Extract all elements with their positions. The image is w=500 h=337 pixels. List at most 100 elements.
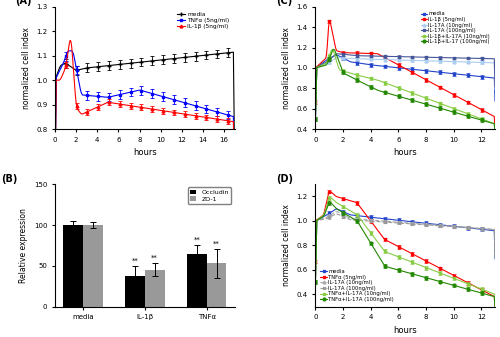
IL-1β+IL-17A (10ng/ml) xyxy=(339,69,345,73)
TNFα (5ng/ml) xyxy=(388,241,394,245)
IL-17A (10ng/ml) xyxy=(492,88,498,92)
TNFα (5ng/ml) xyxy=(232,198,237,202)
Legend: Occludin, ZO-1: Occludin, ZO-1 xyxy=(188,187,232,204)
IL-17A (100ng/ml) xyxy=(458,225,464,229)
IL-1β (5ng/ml) xyxy=(388,59,394,63)
IL-1β+IL-17A (10ng/ml) xyxy=(312,117,318,121)
IL-17A (10ng/ml) xyxy=(334,210,340,214)
media xyxy=(339,55,345,59)
IL-1β (5ng/ml) xyxy=(327,19,333,23)
Legend: media, IL-1β (5ng/ml), IL-17A (10ng/ml), IL-17A (100ng/ml), IL-1β+IL-17A (10ng/m: media, IL-1β (5ng/ml), IL-17A (10ng/ml),… xyxy=(418,9,492,46)
X-axis label: hours: hours xyxy=(394,326,417,335)
media xyxy=(458,72,464,76)
X-axis label: hours: hours xyxy=(133,148,156,157)
IL-1β (5ng/ml) xyxy=(458,97,464,101)
IL-1β (5ng/ml) xyxy=(492,132,498,136)
IL-1β+IL-17A (10ng/ml) xyxy=(492,133,498,137)
TNFα+IL-17A (10ng/ml) xyxy=(388,252,394,256)
media xyxy=(484,228,490,232)
TNFα+IL-17A (100ng/ml) xyxy=(492,306,498,310)
media xyxy=(159,58,165,62)
IL-17A (10ng/ml) xyxy=(388,220,394,224)
X-axis label: hours: hours xyxy=(394,148,417,157)
Bar xyxy=(63,225,83,307)
TNFα (5ng/ml) xyxy=(458,277,464,281)
TNFα+IL-17A (10ng/ml) xyxy=(458,279,464,283)
IL-1β (5ng/ml) xyxy=(339,50,345,54)
TNFα (5ng/ml) xyxy=(162,95,168,99)
media xyxy=(492,257,498,261)
Bar xyxy=(145,270,165,307)
Text: **: ** xyxy=(194,237,200,243)
IL-1β+IL-17 (100ng/ml) xyxy=(484,120,490,124)
IL-1β+IL-17 (100ng/ml) xyxy=(388,92,394,96)
IL-17A (100ng/ml) xyxy=(334,52,340,56)
Line: IL-1β+IL-17 (100ng/ml): IL-1β+IL-17 (100ng/ml) xyxy=(314,48,496,137)
TNFα (5ng/ml) xyxy=(312,259,318,264)
IL-17A (100ng/ml) xyxy=(312,117,318,121)
TNFα+IL-17A (10ng/ml) xyxy=(334,201,340,205)
IL-17A (100ng/ml) xyxy=(388,220,394,224)
IL-17A (100ng/ml) xyxy=(388,220,394,224)
IL-17A (100ng/ml) xyxy=(388,55,394,59)
IL-17A (100ng/ml) xyxy=(484,227,490,231)
IL-1β+IL-17 (100ng/ml) xyxy=(330,47,336,51)
IL-1β+IL-17A (10ng/ml) xyxy=(484,119,490,123)
TNFα+IL-17A (100ng/ml) xyxy=(388,266,394,270)
media xyxy=(334,207,340,211)
TNFα+IL-17A (10ng/ml) xyxy=(312,280,318,284)
media xyxy=(333,53,339,57)
IL-17A (10ng/ml) xyxy=(339,56,345,60)
Line: TNFα+IL-17A (10ng/ml): TNFα+IL-17A (10ng/ml) xyxy=(314,196,496,308)
TNFα+IL-17A (100ng/ml) xyxy=(339,210,345,214)
media xyxy=(232,159,237,163)
Line: IL-17A (10ng/ml): IL-17A (10ng/ml) xyxy=(314,210,496,283)
TNFα (5ng/ml) xyxy=(159,94,165,98)
IL-1β (5ng/ml) xyxy=(67,38,73,42)
IL-17A (10ng/ml) xyxy=(312,280,318,284)
media xyxy=(52,175,58,179)
media xyxy=(484,75,490,79)
Line: TNFα (5ng/ml): TNFα (5ng/ml) xyxy=(54,50,236,202)
IL-17A (10ng/ml) xyxy=(388,220,394,224)
Line: IL-17A (10ng/ml): IL-17A (10ng/ml) xyxy=(314,56,496,120)
Line: media: media xyxy=(314,208,496,283)
media xyxy=(334,207,340,211)
IL-17A (100ng/ml) xyxy=(484,57,490,61)
IL-1β (5ng/ml) xyxy=(162,109,168,113)
Text: (B): (B) xyxy=(1,174,18,184)
Text: **: ** xyxy=(152,255,158,261)
Text: (C): (C) xyxy=(276,0,292,6)
TNFα+IL-17A (100ng/ml) xyxy=(327,201,333,205)
Text: (D): (D) xyxy=(276,174,293,184)
Bar xyxy=(125,276,145,307)
TNFα (5ng/ml) xyxy=(339,196,345,200)
IL-1β+IL-17 (100ng/ml) xyxy=(334,56,340,60)
Line: IL-1β+IL-17A (10ng/ml): IL-1β+IL-17A (10ng/ml) xyxy=(314,48,496,137)
Legend: media, TNFα (5ng/ml), IL-17A (10ng/ml), IL-17A (100ng/ml), TNFα+IL-17A (10ng/ml): media, TNFα (5ng/ml), IL-17A (10ng/ml), … xyxy=(318,267,396,304)
TNFα+IL-17A (10ng/ml) xyxy=(492,304,498,308)
TNFα+IL-17A (10ng/ml) xyxy=(328,195,334,200)
IL-1β+IL-17 (100ng/ml) xyxy=(312,117,318,121)
IL-17A (100ng/ml) xyxy=(312,280,318,284)
media xyxy=(388,65,394,69)
IL-17A (10ng/ml) xyxy=(388,58,394,62)
TNFα (5ng/ml) xyxy=(216,110,222,114)
TNFα+IL-17A (100ng/ml) xyxy=(334,207,340,211)
IL-1β+IL-17 (100ng/ml) xyxy=(458,112,464,116)
TNFα (5ng/ml) xyxy=(492,310,498,314)
Line: IL-1β (5ng/ml): IL-1β (5ng/ml) xyxy=(54,39,236,205)
IL-17A (10ng/ml) xyxy=(334,56,340,60)
IL-1β (5ng/ml) xyxy=(216,117,222,121)
media xyxy=(458,225,464,229)
IL-1β+IL-17 (100ng/ml) xyxy=(388,92,394,96)
TNFα (5ng/ml) xyxy=(484,291,490,295)
TNFα (5ng/ml) xyxy=(327,189,333,193)
Line: media: media xyxy=(54,51,236,179)
media xyxy=(334,53,340,57)
IL-1β (5ng/ml) xyxy=(160,109,166,113)
IL-17A (10ng/ml) xyxy=(484,61,490,65)
IL-1β+IL-17A (10ng/ml) xyxy=(334,63,340,67)
TNFα (5ng/ml) xyxy=(334,195,340,199)
IL-17A (10ng/ml) xyxy=(458,225,464,229)
